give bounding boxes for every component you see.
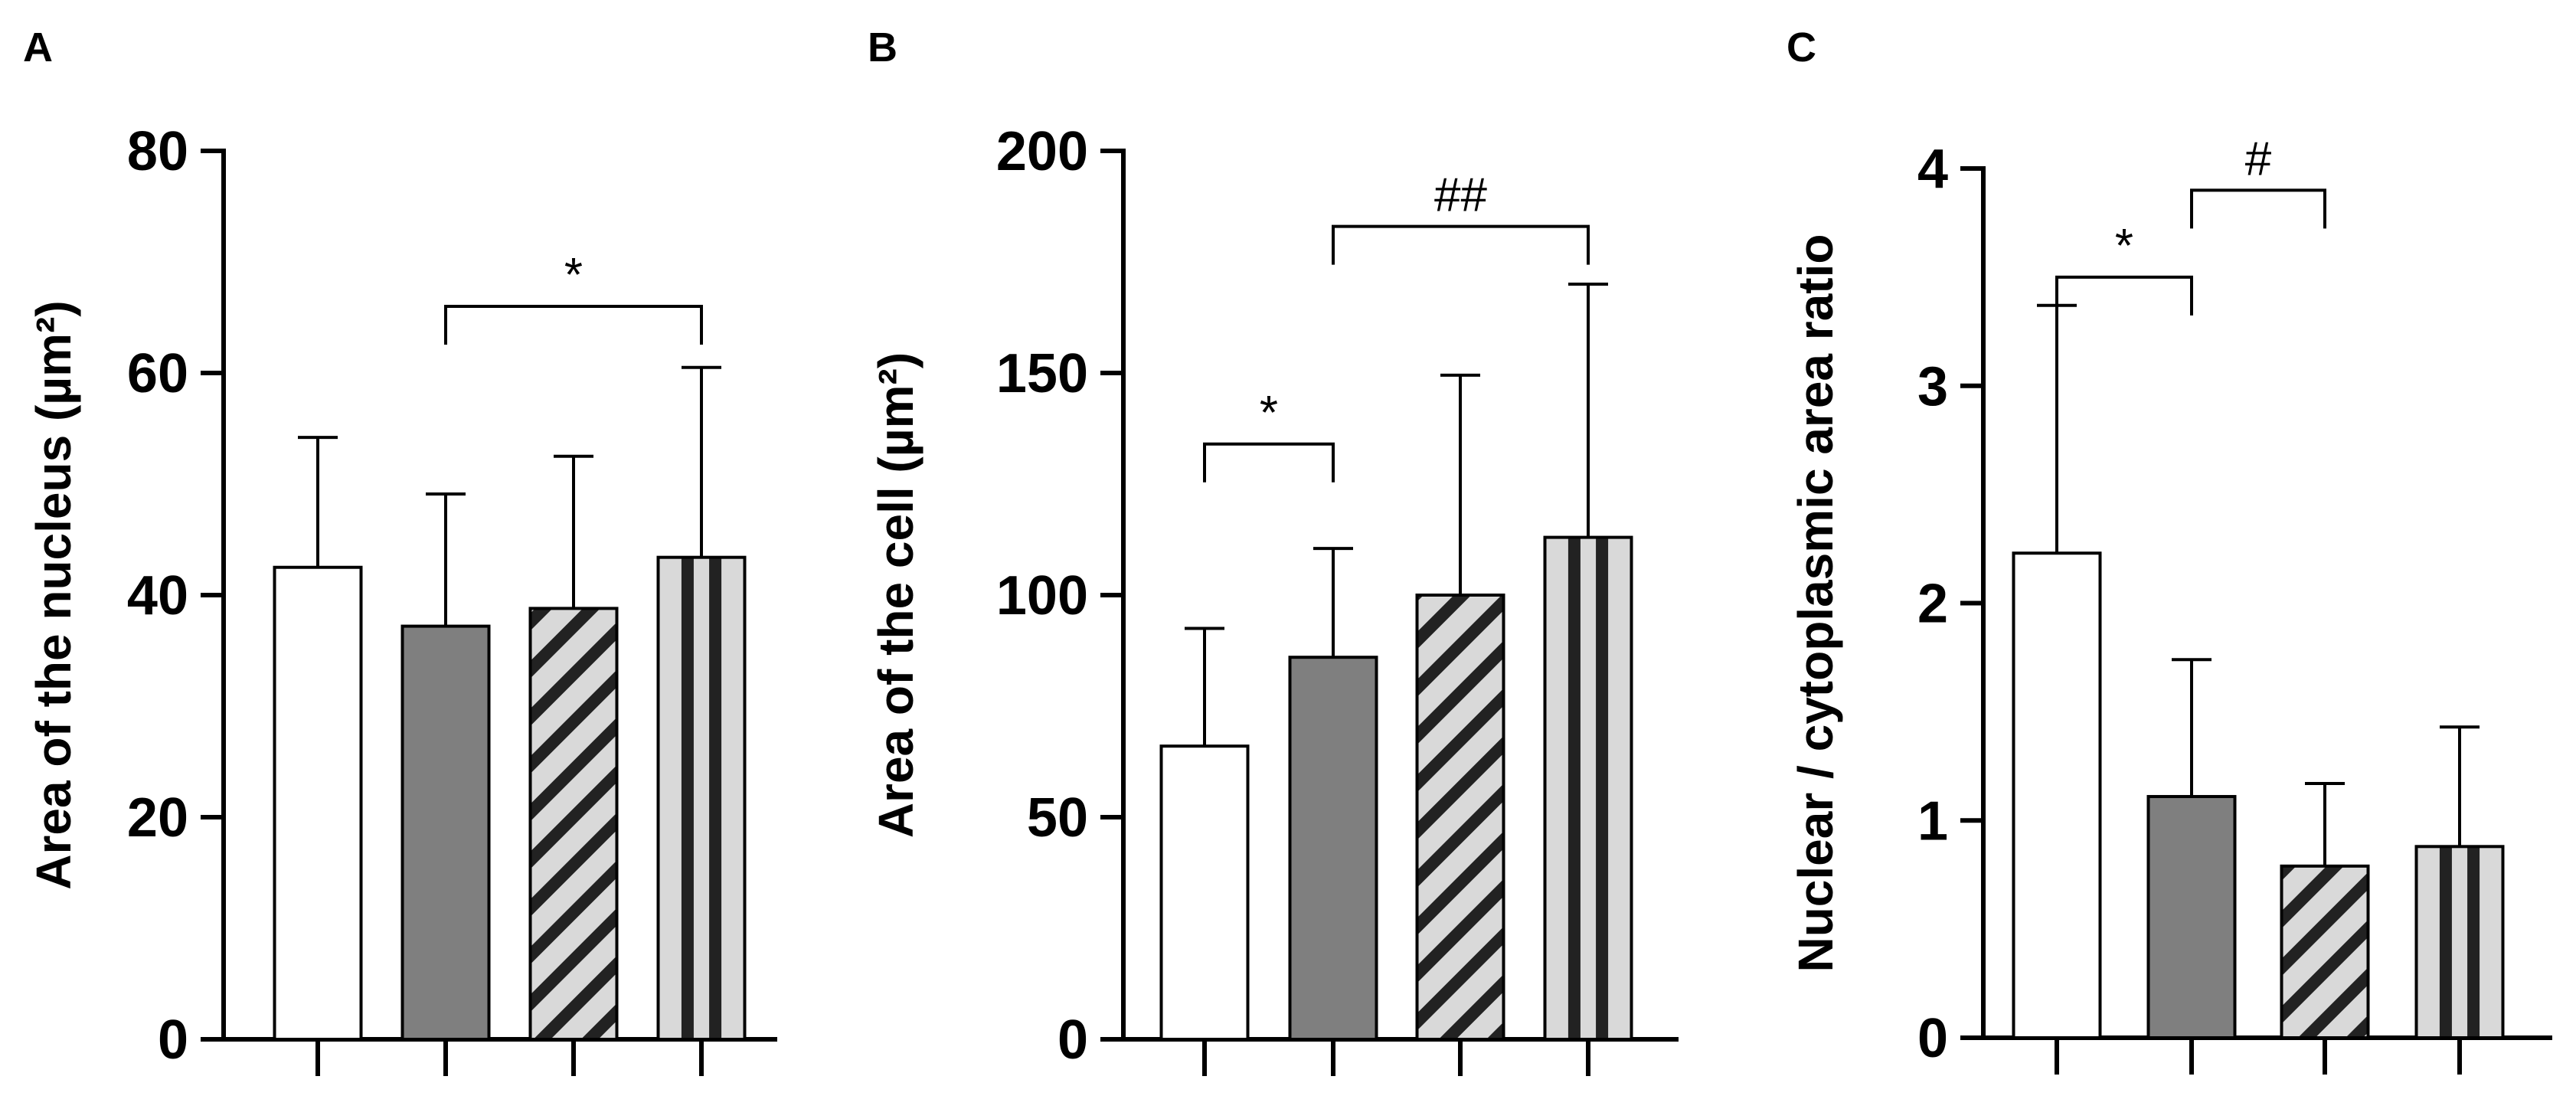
y-tick-label: 80 xyxy=(127,121,188,182)
bar-stripe xyxy=(681,557,694,1039)
panel-letter: C xyxy=(1787,25,1816,70)
bar xyxy=(528,607,619,1041)
y-tick-label: 3 xyxy=(1917,356,1948,417)
significance-label: * xyxy=(1260,387,1278,440)
bar xyxy=(2012,551,2102,1039)
bar-group xyxy=(656,555,747,1041)
y-tick-label: 4 xyxy=(1917,139,1948,200)
significance-bracket xyxy=(1203,442,1335,483)
significance-label: # xyxy=(2245,132,2272,185)
y-tick-label: 40 xyxy=(127,565,188,626)
bar-stripe xyxy=(2467,846,2480,1038)
significance-bracket xyxy=(1332,224,1590,265)
bar-background xyxy=(2416,846,2503,1038)
y-axis-title: Area of the cell (µm²) xyxy=(868,352,924,838)
y-tick-label: 100 xyxy=(996,565,1088,626)
bar xyxy=(1415,594,1505,1041)
significance-label: * xyxy=(2115,220,2133,273)
panel-letter: A xyxy=(23,25,53,70)
bar xyxy=(273,565,363,1041)
significance-label: * xyxy=(564,249,583,302)
y-tick-label: 0 xyxy=(158,1009,188,1071)
bar xyxy=(400,624,491,1041)
y-tick-label: 2 xyxy=(1917,574,1948,635)
y-tick-label: 1 xyxy=(1917,790,1948,852)
bar xyxy=(2146,795,2237,1039)
y-tick-label: 200 xyxy=(996,121,1088,182)
significance-bracket xyxy=(2190,188,2326,229)
bar-group xyxy=(2414,845,2505,1040)
panel-b: B Area of the cell (µm²) 0 50 100 150 200 * ## xyxy=(868,25,1679,1076)
significance-bracket xyxy=(444,305,703,345)
significance-label: ## xyxy=(1434,169,1487,222)
bar xyxy=(2280,864,2370,1040)
bar-stripe xyxy=(2439,846,2452,1038)
bar-stripe xyxy=(1568,537,1581,1039)
y-tick-label: 50 xyxy=(1027,787,1088,849)
y-axis-title: Area of the nucleus (µm²) xyxy=(26,300,81,889)
bar-group xyxy=(1543,535,1633,1041)
bar-background xyxy=(1545,537,1632,1039)
y-tick-label: 0 xyxy=(1917,1008,1948,1069)
significance-bracket xyxy=(2055,275,2193,316)
panel-c: C Nuclear / cytoplasmic area ratio 0 1 2 3 4 * # xyxy=(1787,25,2552,1075)
bar-background xyxy=(658,557,745,1039)
y-tick-label: 150 xyxy=(996,343,1088,404)
y-tick-label: 60 xyxy=(127,343,188,404)
y-axis-title: Nuclear / cytoplasmic area ratio xyxy=(1788,234,1843,973)
panel-a: A Area of the nucleus (µm²) 0 20 40 60 80 * xyxy=(23,25,777,1076)
bar-stripe xyxy=(1596,537,1609,1039)
bar xyxy=(1288,656,1378,1041)
bar xyxy=(1159,744,1250,1041)
y-tick-label: 0 xyxy=(1058,1009,1088,1071)
bar-stripe xyxy=(709,557,722,1039)
panel-letter: B xyxy=(868,25,897,70)
y-tick-label: 20 xyxy=(127,787,188,849)
